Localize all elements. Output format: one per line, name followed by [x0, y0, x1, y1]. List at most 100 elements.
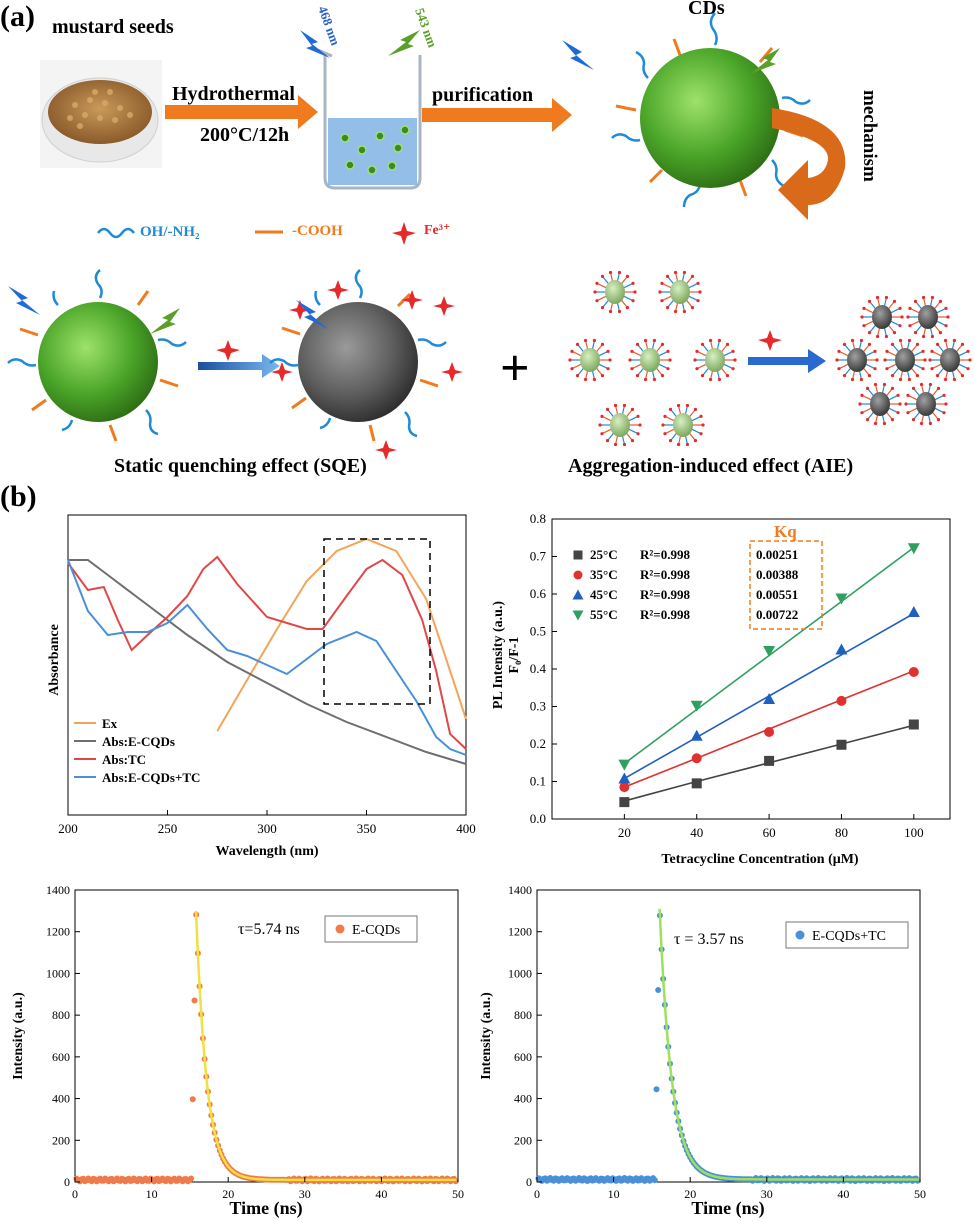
sv-x-tick-4: 100	[904, 825, 924, 840]
decay1-x-tick-1: 10	[146, 1187, 158, 1201]
sqe-arrow	[198, 354, 280, 378]
decay1-x-tick-2: 20	[222, 1187, 234, 1201]
sv-point-2-3	[835, 643, 848, 655]
stern-volmer-chart: 0.0 0.1 0.2 0.3 0.4 0.5 0.6 0.7 0.8 20 40 60 80 100 K…	[491, 511, 951, 867]
sv-point-1-0	[619, 782, 630, 793]
sv-y-tick-1: 0.1	[530, 774, 546, 789]
sv-point-1-3	[836, 695, 847, 706]
mechanism-arrow	[772, 108, 846, 220]
cd-excitation-icon	[562, 40, 594, 70]
sv-point-3-1	[690, 700, 703, 712]
decay2-legend-marker	[795, 930, 805, 940]
decay1-y-tick-4: 800	[52, 1008, 70, 1022]
decay1-y-tick-5: 1000	[46, 966, 70, 980]
decay1-annotation: τ=5.74 ns	[238, 921, 300, 938]
decay1-x-tick-3: 30	[299, 1187, 311, 1201]
sv-point-2-1	[690, 729, 703, 741]
sv-y-tick-7: 0.7	[530, 549, 547, 564]
decay2-point-69	[651, 1177, 658, 1184]
kq-box	[749, 540, 823, 630]
sv-y-tick-8: 0.8	[530, 511, 546, 526]
decay1-y-tick-1: 200	[52, 1133, 70, 1147]
oh-nh2-label: OH/-NH₂	[140, 224, 200, 240]
cooh-label: -COOH	[292, 223, 343, 239]
ligand-legend	[97, 222, 416, 245]
decay2-x-tick-3: 30	[761, 1187, 773, 1201]
sv-x-tick-3: 80	[835, 825, 848, 840]
abs-x-tick-0: 200	[58, 821, 78, 836]
decay2-y-tick-3: 600	[514, 1050, 532, 1064]
cds-label: CDs	[688, 0, 725, 19]
mechanism-label: mechanism	[859, 90, 880, 182]
oh-nh2-symbol	[97, 227, 135, 239]
abs-x-tick-2: 300	[257, 821, 277, 836]
sv-point-3-0	[618, 759, 631, 771]
aie-aggregated-particles	[835, 295, 972, 426]
highlight-box	[323, 538, 431, 705]
decay2-plot-frame	[536, 889, 921, 1183]
sv-point-0-2	[764, 755, 775, 766]
decay2-y-tick-5: 1000	[508, 966, 532, 980]
sv-legend-kq-2: 0.00551	[756, 587, 798, 602]
sv-legend-label-1: 35°C	[590, 567, 618, 582]
decay2-y-tick-6: 1200	[508, 925, 532, 939]
decay2-y-axis-label: Intensity (a.u.)	[480, 992, 494, 1080]
sqe-green-particle	[7, 269, 187, 442]
seed-bowl-icon	[40, 60, 162, 168]
purification-arrow	[422, 98, 572, 132]
decay-chart-ecqds-tc: 0 200 400 600 800 1000 1200 1400 0 10 20 30 40 50 τ =…	[480, 883, 926, 1219]
sv-legend-r2-3: R²=0.998	[640, 607, 690, 622]
emission-lightning-icon	[388, 30, 420, 56]
sv-point-1-1	[691, 753, 702, 764]
abs-x-tick-4: 400	[456, 821, 476, 836]
decay2-annotation: τ = 3.57 ns	[674, 931, 744, 948]
sv-y-tick-4: 0.4	[530, 661, 547, 676]
decay1-legend: E-CQDs	[324, 915, 418, 943]
excitation-lightning-icon	[300, 30, 330, 58]
decay2-x-tick-4: 40	[837, 1187, 849, 1201]
decay2-point-70	[653, 1086, 660, 1093]
sv-point-2-4	[907, 606, 920, 617]
decay-chart-ecqds: 0 200 400 600 800 1000 1200 1400 0 10 20 30 40 50 τ=5…	[11, 883, 464, 1219]
sv-x-tick-1: 40	[690, 825, 703, 840]
abs-legend-label-2: Abs:TC	[102, 752, 146, 767]
sqe-label: Static quenching effect (SQE)	[114, 455, 367, 477]
decay1-y-tick-7: 1400	[46, 883, 70, 897]
decay2-fit-line	[658, 908, 920, 1181]
decay2-x-tick-0: 0	[534, 1187, 540, 1201]
aie-transition-star-icon	[758, 330, 782, 351]
decay1-legend-marker	[335, 924, 345, 934]
excitation-wavelength: 468 nm	[315, 4, 343, 48]
purification-label: purification	[432, 84, 534, 106]
hydrothermal-arrow	[165, 95, 318, 129]
sv-x-tick-2: 60	[763, 825, 776, 840]
sv-point-0-3	[836, 739, 847, 750]
sv-y-axis-label: PL Intensity (a.u.)	[491, 601, 506, 709]
beaker-icon	[317, 48, 422, 190]
sv-y-tick-3: 0.3	[530, 699, 546, 714]
sv-point-0-1	[691, 778, 702, 789]
decay2-x-tick-5: 50	[914, 1187, 926, 1201]
decay1-point-69	[189, 1096, 196, 1103]
decay2-x-axis-label: Time (ns)	[691, 1198, 764, 1219]
sv-legend-r2-1: R²=0.998	[640, 567, 690, 582]
sqe-transition-star-icon	[216, 340, 240, 361]
decay2-legend-label: E-CQDs+TC	[812, 929, 886, 944]
sv-y-tick-2: 0.2	[530, 736, 546, 751]
kq-header: Kq	[774, 522, 797, 541]
decay2-point-71	[655, 987, 662, 993]
sv-point-1-2	[764, 727, 775, 737]
scheme-diagram: 468 nm 543 nm CDs	[7, 0, 972, 460]
decay1-fit-line	[194, 910, 457, 1182]
sv-point-0-4	[908, 719, 919, 730]
sv-legend-marker-0	[573, 550, 583, 560]
sv-x-tick-0: 20	[618, 825, 631, 840]
decay2-y-tick-0: 0	[526, 1175, 532, 1189]
abs-y-axis-label: Absorbance	[47, 624, 62, 696]
decay1-legend-label: E-CQDs	[352, 923, 400, 938]
decay1-y-axis-label: Intensity (a.u.)	[11, 992, 26, 1080]
sv-point-2-0	[618, 772, 631, 784]
abs-series-line-0	[216, 537, 467, 732]
absorbance-chart: 200 250 300 350 400 Wavelength (nm) Absorban…	[47, 514, 476, 859]
sv-y-axis-label-2: F₀/F-1	[507, 637, 522, 674]
